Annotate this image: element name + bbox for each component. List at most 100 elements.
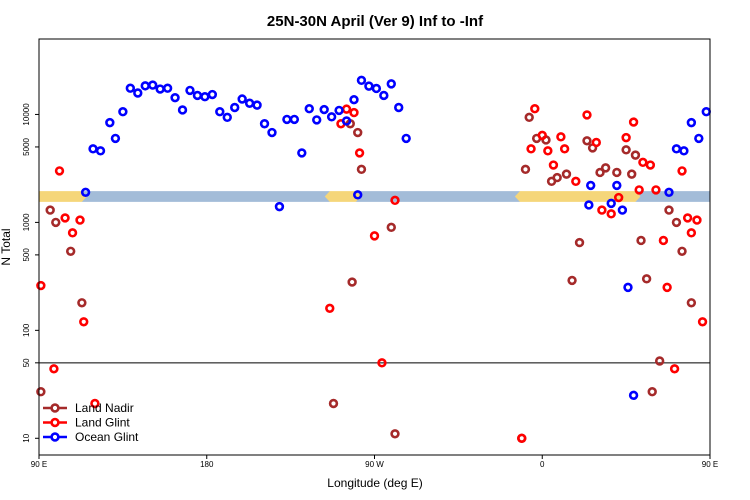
data-point: [36, 387, 46, 397]
data-point: [312, 115, 322, 125]
data-point: [543, 146, 553, 156]
data-point: [692, 215, 702, 225]
data-point: [110, 133, 121, 144]
data-point: [304, 104, 314, 114]
data-point: [686, 298, 697, 308]
data-point: [671, 217, 682, 228]
band-segment-ocean: [81, 191, 330, 202]
data-point: [686, 117, 697, 128]
chart-title: 25N-30N April (Ver 9) Inf to -Inf: [267, 13, 484, 30]
data-point: [77, 298, 87, 308]
data-point: [80, 187, 91, 198]
data-point: [390, 429, 400, 439]
data-point: [526, 144, 536, 154]
data-point: [267, 127, 277, 138]
y-tick-label: 5000: [22, 137, 31, 155]
legend-swatch-marker: [50, 432, 60, 442]
data-point: [641, 274, 652, 284]
data-point: [520, 164, 531, 175]
data-point: [334, 105, 344, 116]
data-point: [686, 228, 697, 238]
data-point: [347, 277, 357, 287]
data-point: [679, 146, 689, 156]
legend-item: Land Glint: [43, 416, 130, 430]
data-point: [623, 282, 633, 293]
data-point: [207, 89, 218, 100]
data-point: [349, 94, 359, 105]
data-point: [636, 235, 646, 246]
y-tick-label: 50: [22, 358, 31, 367]
data-point: [628, 117, 639, 127]
x-tick-label: 180: [200, 460, 214, 469]
data-point: [595, 167, 605, 178]
data-point: [664, 205, 674, 215]
data-point: [185, 85, 195, 96]
data-point: [621, 132, 631, 143]
data-point: [524, 112, 534, 123]
data-point: [274, 201, 285, 212]
data-point: [177, 105, 188, 115]
data-point: [669, 364, 680, 374]
data-point: [51, 217, 61, 228]
legend-item: Land Nadir: [43, 401, 134, 415]
y-axis-label: N Total: [0, 228, 13, 265]
data-point: [390, 195, 400, 206]
data-point: [606, 198, 616, 209]
data-point: [386, 222, 396, 233]
data-point: [162, 83, 173, 93]
data-point: [662, 282, 672, 293]
data-point: [628, 390, 639, 401]
legend-label: Land Glint: [75, 416, 130, 430]
data-point: [369, 231, 380, 241]
data-point: [627, 169, 637, 179]
data-points: [36, 75, 711, 443]
data-point: [170, 92, 180, 103]
data-point: [45, 205, 55, 215]
data-point: [556, 132, 566, 142]
data-point: [537, 130, 547, 141]
data-point: [237, 94, 247, 104]
data-point: [654, 356, 665, 366]
data-point: [638, 157, 648, 168]
data-point: [612, 180, 622, 191]
data-point: [584, 200, 594, 210]
data-point: [222, 112, 232, 123]
data-point: [645, 160, 656, 170]
data-point: [259, 119, 270, 129]
data-point: [694, 133, 704, 144]
data-point: [356, 164, 367, 175]
series-land-glint: [36, 104, 708, 443]
y-tick-label: 10000: [22, 103, 31, 126]
data-point: [517, 433, 527, 443]
data-point: [582, 136, 592, 146]
data-point: [571, 176, 581, 187]
data-point: [664, 187, 674, 198]
data-point: [379, 90, 389, 101]
y-tick-label: 500: [22, 248, 31, 262]
data-point: [353, 190, 363, 200]
data-point: [548, 160, 559, 170]
data-point: [530, 104, 540, 114]
data-point: [591, 137, 602, 148]
band-segment-land: [39, 191, 87, 202]
data-point: [65, 246, 76, 256]
data-point: [574, 237, 585, 248]
data-point: [125, 83, 136, 93]
data-point: [105, 117, 115, 128]
series-ocean-glint: [80, 75, 711, 401]
data-point: [319, 104, 329, 115]
data-point: [325, 303, 335, 314]
legend-label: Land Nadir: [75, 401, 134, 415]
data-point: [606, 209, 616, 219]
legend-swatch-marker: [50, 403, 60, 413]
land-ocean-band: [39, 191, 710, 202]
data-point: [297, 148, 307, 158]
data-point: [559, 144, 570, 154]
y-axis: 10 50 100 500 1000 5000 10000: [22, 103, 39, 443]
data-point: [597, 205, 607, 215]
data-point: [90, 398, 100, 409]
data-point: [215, 107, 225, 117]
